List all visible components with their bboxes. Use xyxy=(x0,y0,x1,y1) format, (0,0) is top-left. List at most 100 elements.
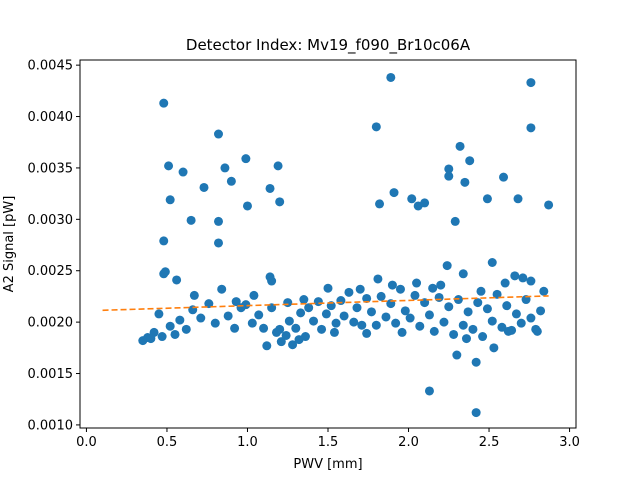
data-point xyxy=(476,286,486,296)
data-point xyxy=(489,343,499,353)
data-point xyxy=(236,303,246,313)
data-point xyxy=(362,293,372,303)
data-point xyxy=(532,326,542,336)
data-point xyxy=(487,316,497,326)
data-point xyxy=(217,284,227,294)
data-point xyxy=(178,167,188,177)
data-point xyxy=(331,318,341,328)
data-point xyxy=(516,318,526,328)
data-point xyxy=(492,289,502,299)
data-point xyxy=(241,154,251,164)
data-point xyxy=(196,313,206,323)
data-point xyxy=(165,195,175,205)
plot-area xyxy=(102,72,554,418)
data-point xyxy=(154,309,164,319)
data-point xyxy=(429,326,439,336)
data-point xyxy=(213,129,223,139)
data-point xyxy=(503,326,513,336)
data-point xyxy=(400,306,410,316)
data-point xyxy=(284,316,294,326)
data-point xyxy=(352,303,362,313)
data-point xyxy=(397,327,407,337)
data-point xyxy=(172,275,182,285)
data-point xyxy=(362,328,372,338)
data-point xyxy=(478,332,488,342)
y-tick-label: 0.0045 xyxy=(28,59,74,74)
data-point xyxy=(471,357,481,367)
data-point xyxy=(317,324,327,334)
data-point xyxy=(389,188,399,198)
data-point xyxy=(336,296,346,306)
data-point xyxy=(442,261,452,271)
data-point xyxy=(276,337,286,347)
data-point xyxy=(231,297,241,307)
data-point xyxy=(387,280,397,290)
data-point xyxy=(386,72,396,82)
data-point xyxy=(395,284,405,294)
data-point xyxy=(265,183,275,193)
data-point xyxy=(526,78,536,88)
data-point xyxy=(439,317,449,327)
data-point xyxy=(444,164,454,174)
x-tick-label: 0.5 xyxy=(157,435,178,450)
data-point xyxy=(275,324,285,334)
data-point xyxy=(405,313,415,323)
fit-line xyxy=(102,295,549,312)
data-point xyxy=(273,161,283,171)
data-point xyxy=(471,408,481,418)
data-point xyxy=(189,290,199,300)
data-point xyxy=(355,284,365,294)
data-point xyxy=(344,287,354,297)
data-point xyxy=(452,350,462,360)
data-point xyxy=(458,269,468,279)
data-point xyxy=(544,200,554,210)
data-point xyxy=(526,313,536,323)
data-point xyxy=(502,301,512,311)
data-point xyxy=(186,215,196,225)
data-point xyxy=(460,177,470,187)
data-point xyxy=(455,141,465,151)
data-point xyxy=(299,295,309,305)
data-point xyxy=(160,267,170,277)
data-point xyxy=(449,329,459,339)
data-point xyxy=(424,310,434,320)
data-point xyxy=(424,386,434,396)
y-axis-label: A2 Signal [pW] xyxy=(2,196,17,293)
data-point xyxy=(444,302,454,312)
data-point xyxy=(220,163,230,173)
x-tick-label: 2.5 xyxy=(479,435,500,450)
data-point xyxy=(288,340,298,350)
data-point xyxy=(407,194,417,204)
data-point xyxy=(175,315,185,325)
y-tick-label: 0.0040 xyxy=(28,110,74,125)
data-point xyxy=(242,201,252,211)
data-point xyxy=(420,198,430,208)
data-point xyxy=(410,290,420,300)
data-point xyxy=(226,176,236,186)
data-point xyxy=(199,182,209,192)
data-point xyxy=(444,171,454,181)
x-axis-label: PWV [mm] xyxy=(293,457,362,472)
data-point xyxy=(357,320,367,330)
data-point xyxy=(497,322,507,332)
data-point xyxy=(375,199,385,209)
x-tick-label: 1.0 xyxy=(237,435,258,450)
data-point xyxy=(381,312,391,322)
data-point xyxy=(262,341,272,351)
data-point xyxy=(170,329,180,339)
data-point xyxy=(304,303,314,313)
data-point xyxy=(275,197,285,207)
data-point xyxy=(526,276,536,286)
data-point xyxy=(259,323,269,333)
data-point xyxy=(434,292,444,302)
data-point xyxy=(518,273,528,283)
data-points xyxy=(102,72,554,418)
y-tick-label: 0.0020 xyxy=(28,316,74,331)
data-point xyxy=(458,320,468,330)
data-point xyxy=(230,323,240,333)
data-point xyxy=(461,334,471,344)
data-point xyxy=(164,161,174,171)
data-point xyxy=(373,274,383,284)
